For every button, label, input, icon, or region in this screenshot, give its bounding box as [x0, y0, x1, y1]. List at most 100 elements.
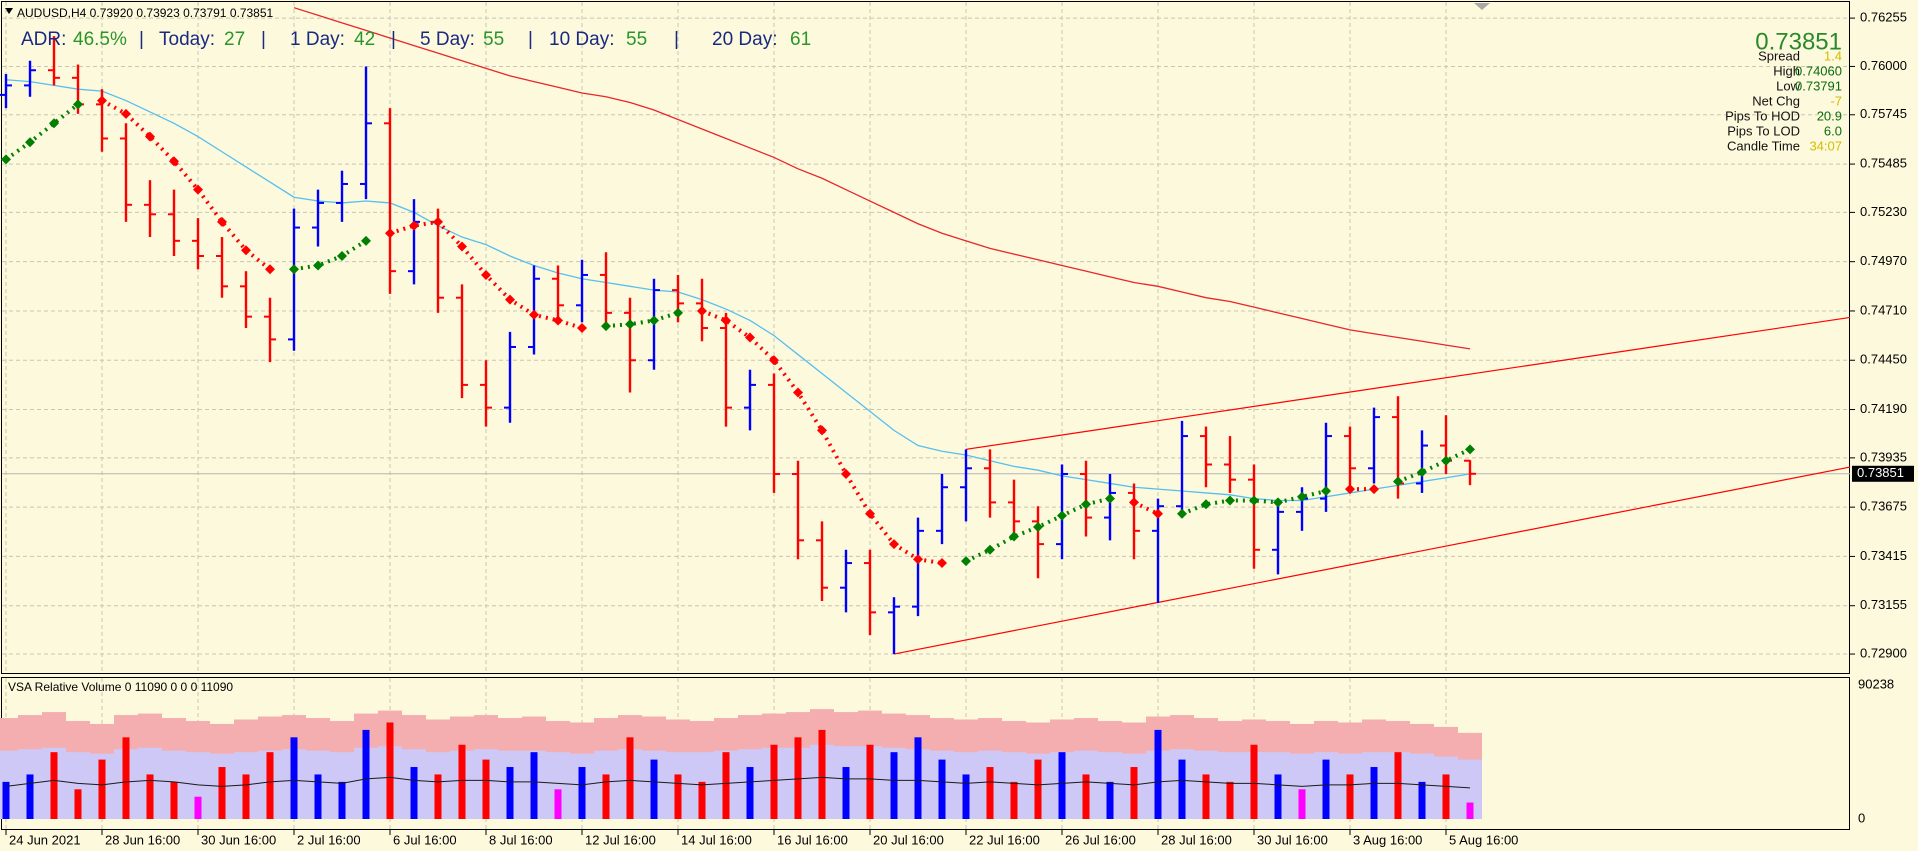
adr-separator: |	[261, 29, 266, 50]
x-tick-label: 3 Aug 16:00	[1353, 832, 1422, 847]
y-tick-label: 0.74970	[1860, 253, 1907, 268]
adr-separator: |	[139, 29, 144, 50]
trend-marker	[865, 508, 875, 519]
x-tick-label: 12 Jul 16:00	[585, 832, 656, 847]
info-label: High	[1773, 63, 1800, 78]
volume-bar	[1034, 759, 1042, 819]
volume-bar	[986, 767, 994, 819]
trend-marker	[1081, 499, 1091, 510]
chart-shift-marker[interactable]	[1474, 3, 1490, 10]
trend-marker	[1417, 467, 1427, 478]
adr-value: 42	[354, 29, 375, 50]
current-price-tag	[1852, 465, 1914, 482]
trend-marker	[913, 554, 923, 565]
x-tick-label: 30 Jul 16:00	[1257, 832, 1328, 847]
adr-label: 5 Day:	[420, 29, 475, 50]
y-tick-label: 0.76255	[1860, 10, 1907, 25]
volume-bar	[1058, 752, 1066, 819]
y-tick-label: 0.75485	[1860, 156, 1907, 171]
trend-marker	[1201, 499, 1211, 510]
y-tick-label: 0.73675	[1860, 499, 1907, 514]
trend-marker	[1177, 508, 1187, 519]
trend-marker	[529, 309, 539, 320]
volume-average-line	[5, 776, 1471, 789]
trend-marker	[721, 315, 731, 326]
trend-marker	[361, 235, 371, 246]
trend-marker	[73, 99, 83, 110]
volume-bar	[746, 767, 754, 819]
trend-marker	[745, 332, 755, 343]
volume-bar	[170, 781, 178, 819]
trend-marker	[121, 108, 131, 119]
x-tick-label: 26 Jul 16:00	[1065, 832, 1136, 847]
x-tick-label: 28 Jun 16:00	[105, 832, 180, 847]
adr-label: ADR:	[21, 29, 66, 50]
trend-marker	[817, 425, 827, 436]
volume-bar	[1082, 774, 1090, 819]
volume-bar	[506, 767, 514, 819]
trend-marker	[433, 216, 443, 227]
trend-marker	[937, 558, 947, 569]
trend-marker	[1129, 497, 1139, 508]
volume-bar	[578, 767, 586, 819]
y-tick-label: 0.73415	[1860, 548, 1907, 563]
trend-marker	[1009, 531, 1019, 542]
trend-marker	[289, 264, 299, 275]
volume-bar	[218, 767, 226, 819]
indicator-layer	[5, 7, 1851, 655]
volume-bar	[650, 759, 658, 819]
x-tick-label: 16 Jul 16:00	[777, 832, 848, 847]
volume-bar	[50, 752, 58, 819]
volume-bar	[434, 774, 442, 819]
trend-marker	[985, 544, 995, 555]
volume-bar	[626, 737, 634, 819]
moving-average-line	[293, 7, 1471, 350]
volume-bar	[890, 752, 898, 819]
volume-bar	[674, 774, 682, 819]
trend-marker	[1153, 508, 1163, 519]
trend-marker	[1225, 495, 1235, 506]
volume-bar	[1154, 729, 1162, 819]
adr-label: Today:	[159, 29, 215, 50]
x-tick-label: 24 Jun 2021	[9, 832, 81, 847]
moving-average-line	[5, 79, 1471, 502]
trend-marker	[193, 184, 203, 195]
trend-marker	[97, 95, 107, 106]
trend-marker	[673, 307, 683, 318]
symbol-menu-icon[interactable]	[5, 8, 13, 14]
trend-run	[605, 310, 679, 329]
adr-value: 46.5%	[73, 29, 127, 50]
info-label: Candle Time	[1727, 138, 1800, 153]
channel-line	[965, 316, 1851, 450]
adr-label: 10 Day:	[549, 29, 614, 50]
info-value: 0.73791	[1795, 78, 1842, 93]
volume-tick-label: 0	[1858, 810, 1865, 825]
y-tick-label: 0.75745	[1860, 106, 1907, 121]
volume-bar	[122, 737, 130, 819]
trend-marker	[1465, 444, 1475, 455]
volume-bar	[1298, 789, 1306, 819]
trend-marker	[841, 468, 851, 479]
info-price: 0.73851	[1755, 28, 1842, 55]
info-value: 34:07	[1809, 138, 1842, 153]
trend-marker	[385, 228, 395, 239]
text-layer: AUDUSD,H4 0.73920 0.73923 0.73791 0.7385…	[8, 6, 1914, 847]
volume-bar	[866, 744, 874, 819]
y-tick-label: 0.73155	[1860, 597, 1907, 612]
info-label: Spread	[1758, 48, 1800, 63]
trend-marker	[1393, 476, 1403, 487]
info-value: 6.0	[1824, 123, 1842, 138]
trend-run	[293, 239, 368, 272]
volume-bar	[794, 737, 802, 819]
volume-bar	[1466, 802, 1474, 819]
trend-run	[4, 102, 80, 161]
trend-marker	[1273, 497, 1283, 508]
trend-marker	[1249, 495, 1259, 506]
volume-bar	[362, 729, 370, 819]
volume-bar	[98, 759, 106, 819]
volume-bar	[1346, 774, 1354, 819]
adr-value: 55	[626, 29, 647, 50]
current-price-label: 0.73851	[1857, 465, 1904, 480]
x-tick-label: 5 Aug 16:00	[1449, 832, 1518, 847]
